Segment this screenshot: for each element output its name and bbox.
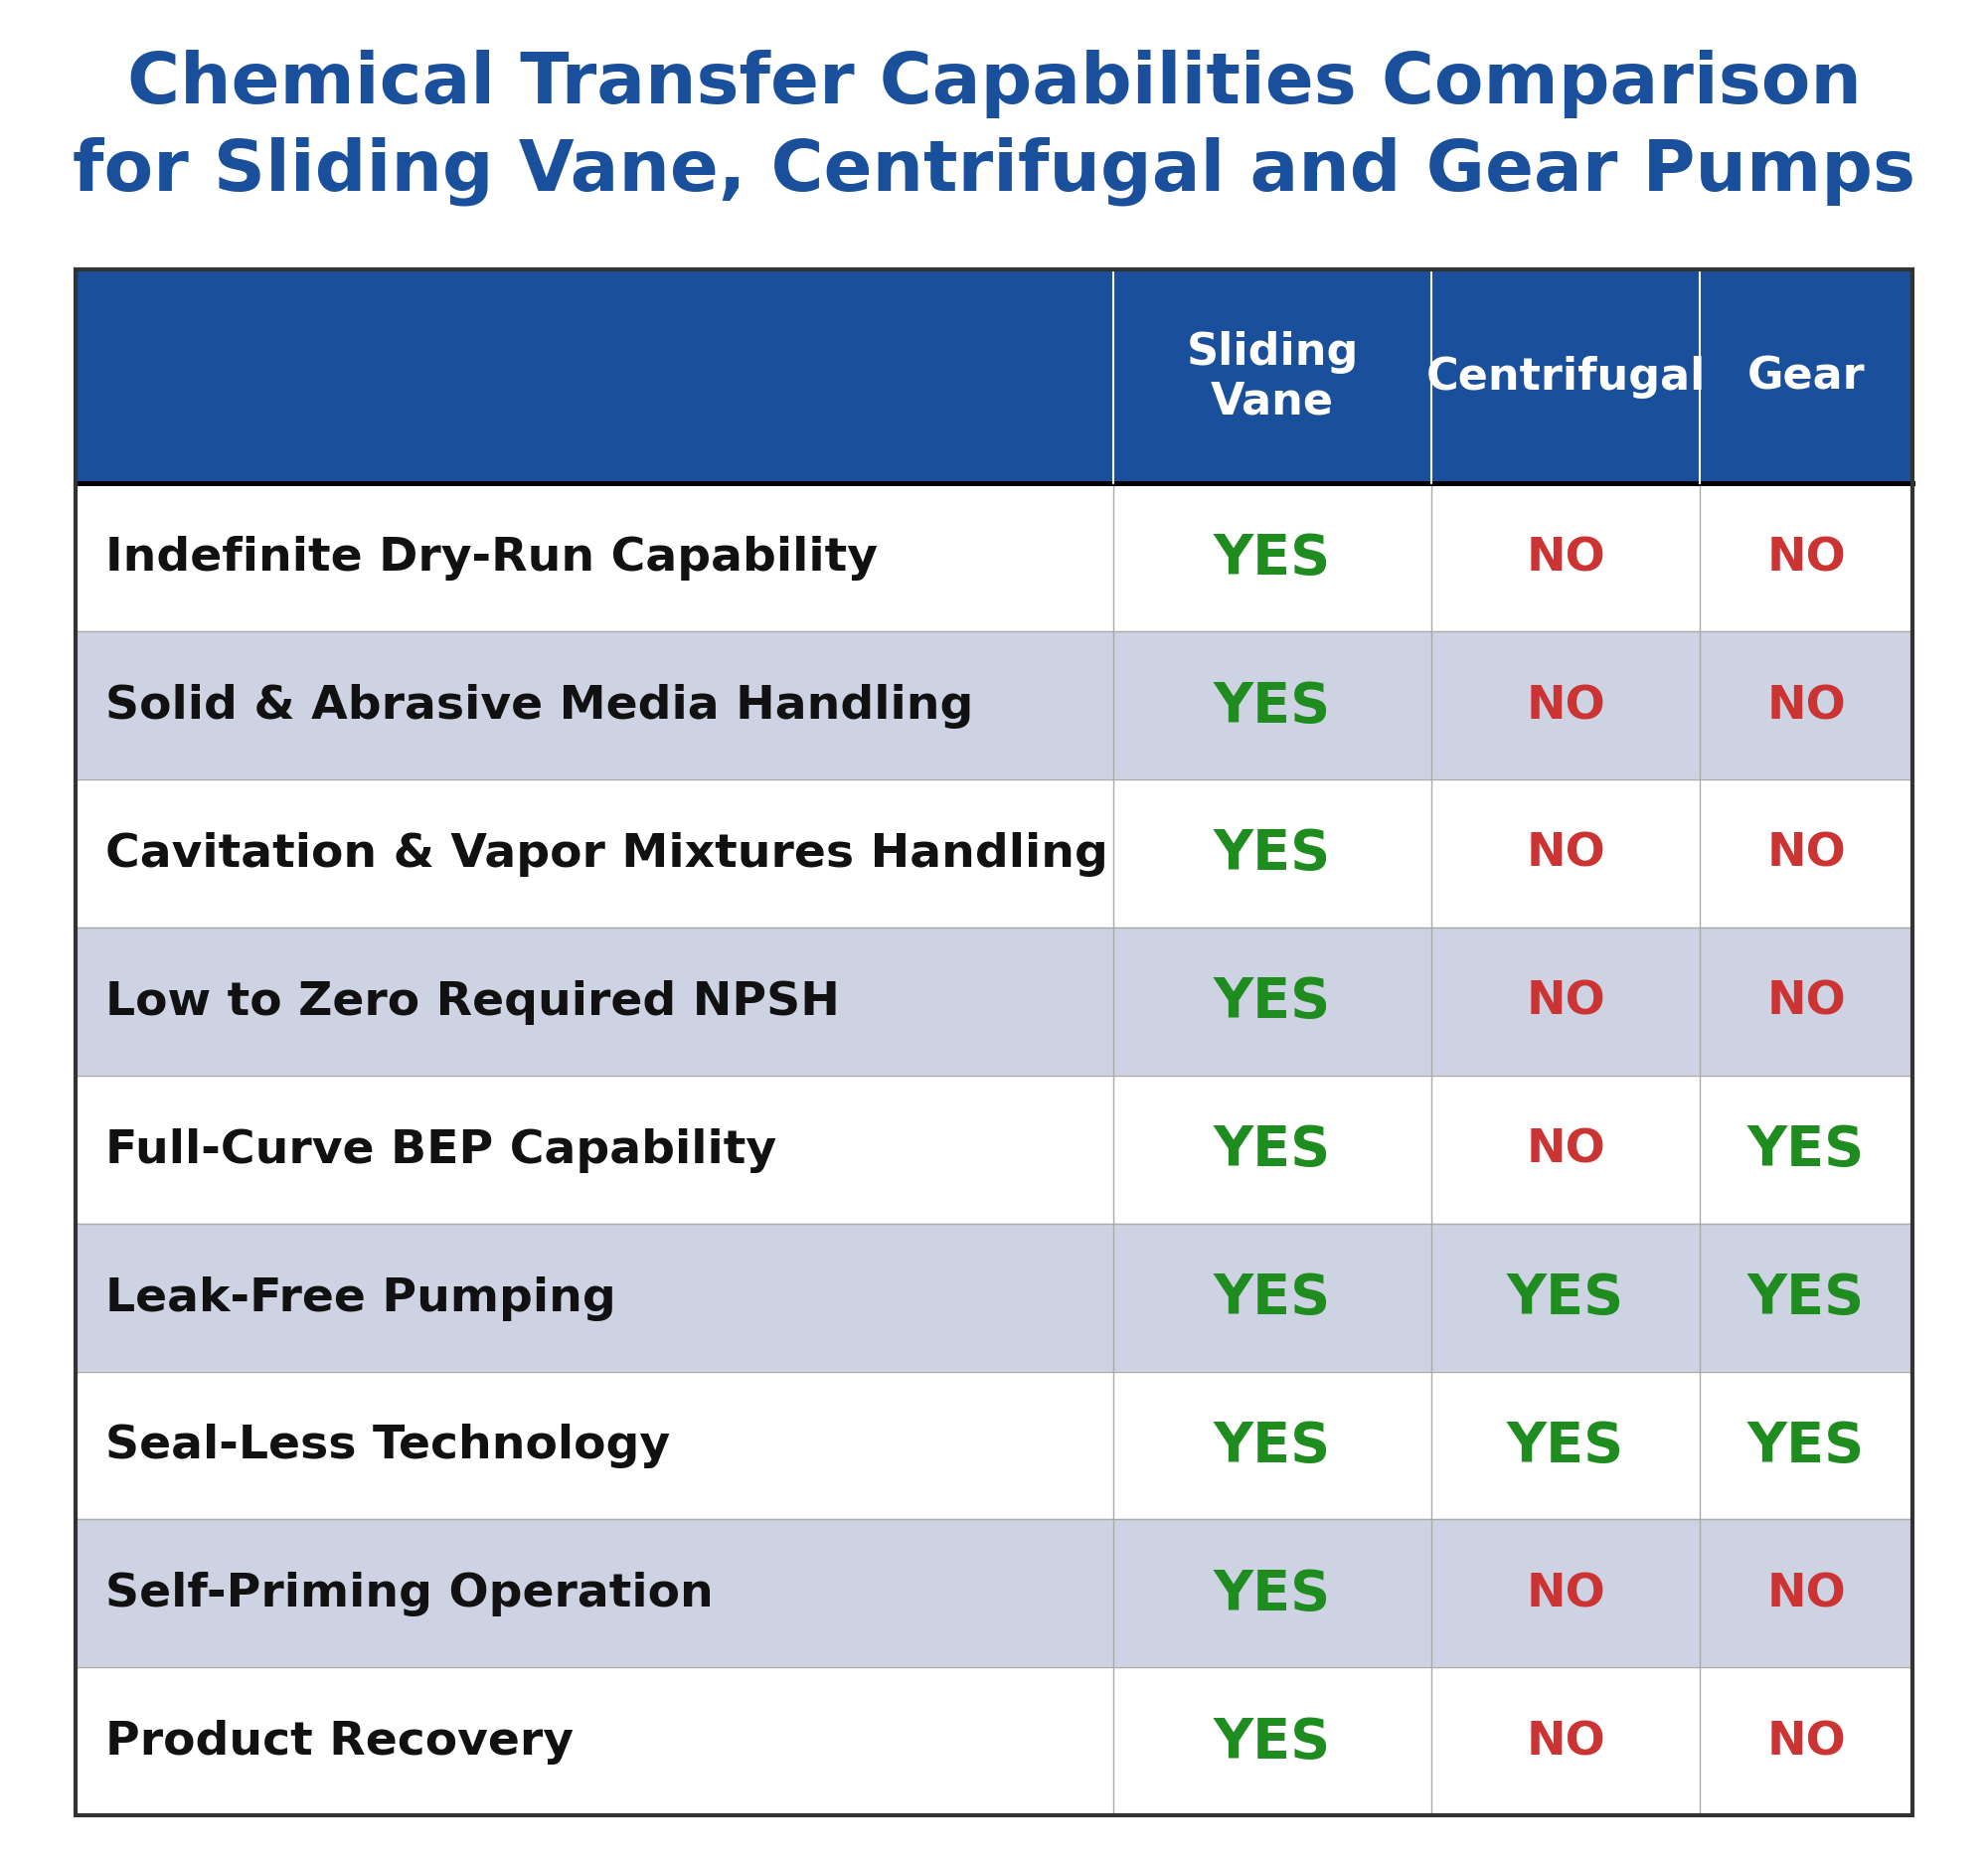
Text: YES: YES — [1213, 1715, 1332, 1769]
Text: NO: NO — [1527, 979, 1604, 1024]
Text: NO: NO — [1767, 683, 1845, 728]
Text: Solid & Abrasive Media Handling: Solid & Abrasive Media Handling — [105, 683, 974, 728]
Text: NO: NO — [1527, 536, 1604, 581]
Text: YES: YES — [1213, 1419, 1332, 1473]
Text: YES: YES — [1213, 531, 1332, 585]
Bar — [76, 927, 1912, 1076]
Bar — [76, 270, 1912, 1815]
Text: YES: YES — [1213, 1566, 1332, 1620]
Text: YES: YES — [1213, 1272, 1332, 1324]
Text: Low to Zero Required NPSH: Low to Zero Required NPSH — [105, 979, 839, 1024]
Text: NO: NO — [1527, 1572, 1604, 1616]
Text: YES: YES — [1213, 827, 1332, 881]
Bar — [76, 270, 1912, 484]
Text: Indefinite Dry-Run Capability: Indefinite Dry-Run Capability — [105, 536, 879, 581]
Text: Seal-Less Technology: Seal-Less Technology — [105, 1423, 670, 1467]
Text: NO: NO — [1767, 1572, 1845, 1616]
Text: Cavitation & Vapor Mixtures Handling: Cavitation & Vapor Mixtures Handling — [105, 832, 1107, 877]
Text: YES: YES — [1747, 1272, 1865, 1324]
Text: YES: YES — [1213, 1123, 1332, 1177]
Bar — [76, 1076, 1912, 1223]
Text: for Sliding Vane, Centrifugal and Gear Pumps: for Sliding Vane, Centrifugal and Gear P… — [72, 136, 1916, 207]
Text: Centrifugal: Centrifugal — [1425, 356, 1706, 398]
Text: YES: YES — [1213, 680, 1332, 734]
Bar — [76, 631, 1912, 780]
Bar — [76, 780, 1912, 927]
Text: Leak-Free Pumping: Leak-Free Pumping — [105, 1275, 616, 1320]
Text: Chemical Transfer Capabilities Comparison: Chemical Transfer Capabilities Compariso… — [127, 50, 1861, 117]
Text: Sliding
Vane: Sliding Vane — [1187, 331, 1358, 423]
Text: YES: YES — [1213, 976, 1332, 1028]
Text: YES: YES — [1747, 1123, 1865, 1177]
Text: NO: NO — [1767, 979, 1845, 1024]
Text: NO: NO — [1527, 1719, 1604, 1763]
Text: YES: YES — [1507, 1419, 1624, 1473]
Text: NO: NO — [1767, 536, 1845, 581]
Bar — [76, 484, 1912, 631]
Bar — [76, 1223, 1912, 1372]
Text: NO: NO — [1527, 683, 1604, 728]
Text: YES: YES — [1507, 1272, 1624, 1324]
Text: Product Recovery: Product Recovery — [105, 1719, 573, 1763]
Text: NO: NO — [1527, 832, 1604, 877]
Text: NO: NO — [1767, 1719, 1845, 1763]
Text: Gear: Gear — [1747, 356, 1865, 398]
Text: Self-Priming Operation: Self-Priming Operation — [105, 1572, 714, 1616]
Text: NO: NO — [1527, 1127, 1604, 1173]
Text: YES: YES — [1747, 1419, 1865, 1473]
Bar — [76, 1519, 1912, 1668]
Bar — [76, 1668, 1912, 1815]
Text: NO: NO — [1767, 832, 1845, 877]
Text: Full-Curve BEP Capability: Full-Curve BEP Capability — [105, 1127, 777, 1173]
Bar — [76, 1372, 1912, 1519]
